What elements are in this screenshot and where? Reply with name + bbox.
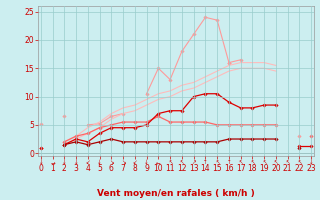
Text: 6: 6 [109, 164, 114, 173]
Text: 23: 23 [307, 164, 316, 173]
Text: ↘: ↘ [109, 160, 114, 165]
Text: ↗: ↗ [191, 160, 196, 165]
Text: 10: 10 [154, 164, 163, 173]
Text: 5: 5 [97, 164, 102, 173]
Text: 0: 0 [38, 164, 43, 173]
Text: ↓: ↓ [38, 160, 43, 165]
Text: ↖: ↖ [274, 160, 278, 165]
Text: ↘: ↘ [121, 160, 125, 165]
Text: ↙: ↙ [132, 160, 137, 165]
Text: 12: 12 [177, 164, 187, 173]
Text: ↓: ↓ [144, 160, 149, 165]
Text: 21: 21 [283, 164, 292, 173]
Text: ↖: ↖ [297, 160, 302, 165]
Text: 22: 22 [295, 164, 304, 173]
Text: 14: 14 [201, 164, 210, 173]
Text: ↖: ↖ [180, 160, 184, 165]
Text: →: → [50, 160, 55, 165]
Text: ↖: ↖ [250, 160, 255, 165]
Text: ↖: ↖ [238, 160, 243, 165]
Text: ↙: ↙ [85, 160, 90, 165]
Text: ↓: ↓ [97, 160, 102, 165]
Text: 17: 17 [236, 164, 245, 173]
Text: 18: 18 [248, 164, 257, 173]
Text: 8: 8 [132, 164, 137, 173]
Text: 1: 1 [50, 164, 55, 173]
Text: ↖: ↖ [285, 160, 290, 165]
Text: 13: 13 [189, 164, 198, 173]
Text: 15: 15 [212, 164, 222, 173]
Text: 4: 4 [85, 164, 90, 173]
Text: 20: 20 [271, 164, 281, 173]
Text: ↓: ↓ [62, 160, 67, 165]
Text: 9: 9 [144, 164, 149, 173]
Text: 3: 3 [74, 164, 78, 173]
Text: ↖: ↖ [168, 160, 172, 165]
Text: 16: 16 [224, 164, 234, 173]
Text: ↓: ↓ [74, 160, 78, 165]
Text: ↓: ↓ [309, 160, 314, 165]
Text: 7: 7 [121, 164, 125, 173]
Text: ↖: ↖ [262, 160, 267, 165]
Text: ↑: ↑ [227, 160, 231, 165]
Text: 19: 19 [260, 164, 269, 173]
Text: ↖: ↖ [215, 160, 220, 165]
Text: ↑: ↑ [203, 160, 208, 165]
Text: ←: ← [156, 160, 161, 165]
Text: Vent moyen/en rafales ( km/h ): Vent moyen/en rafales ( km/h ) [97, 189, 255, 198]
Text: 11: 11 [165, 164, 175, 173]
Text: 2: 2 [62, 164, 67, 173]
